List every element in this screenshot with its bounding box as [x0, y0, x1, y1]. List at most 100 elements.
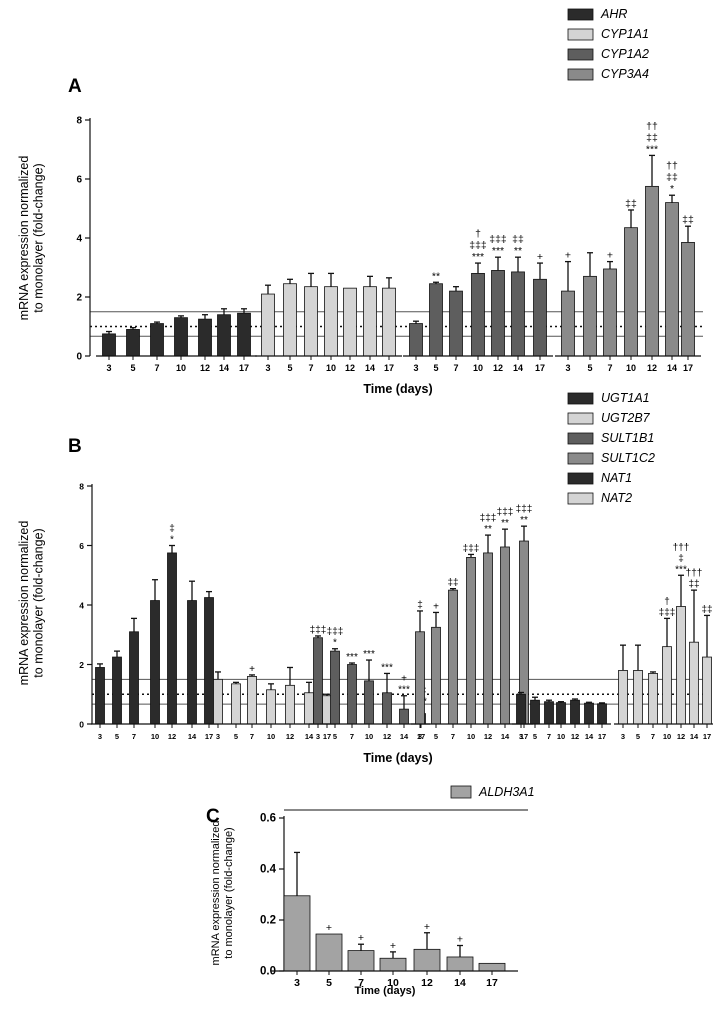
- significance-annotation: †††: [686, 568, 703, 579]
- significance-annotation: ‡‡‡: [516, 504, 533, 515]
- panel-A: A 0 2 4 6 8 mRNA expression normalizedto monol…: [17, 7, 703, 396]
- bar-UGT1A1-5: [112, 656, 122, 725]
- legend-B: UGT1A1 UGT2B7 SULT1B1 SULT1C2 NAT1 NAT2: [567, 391, 655, 505]
- significance-annotation: **: [484, 524, 492, 535]
- bar-NAT1-17: [597, 703, 607, 725]
- significance-annotation: ‡‡‡: [327, 627, 344, 638]
- legend-C: ALDH3A1: [450, 785, 535, 799]
- bar-NAT2-7: [648, 673, 658, 725]
- panel-letter-A: A: [68, 76, 82, 97]
- legend-swatch-ALDH3A1: [450, 785, 472, 799]
- bar-UGT1A1-12: [167, 552, 177, 725]
- y-axis-label-line: to monolayer (fold-change): [223, 827, 235, 958]
- bar-CYP1A1-12: [343, 287, 357, 357]
- x-tick-label: 14: [188, 732, 197, 741]
- x-tick-label: 14: [513, 363, 523, 373]
- x-tick-label: 12: [647, 363, 657, 373]
- significance-annotation: †††: [673, 542, 690, 553]
- x-tick-label: 7: [250, 732, 254, 741]
- y-tick-label: 4: [79, 601, 84, 611]
- panel-letter-C: C: [206, 806, 220, 827]
- bar-UGT2B7-5: [231, 683, 241, 725]
- x-tick-label: 14: [365, 363, 375, 373]
- bar-CYP1A1-10: [324, 286, 338, 357]
- x-tick-label: 3: [106, 363, 111, 373]
- y-tick-label: 0.0: [260, 966, 276, 978]
- legend-A: AHR CYP1A1 CYP1A2 CYP3A4: [567, 7, 649, 81]
- x-tick-label: 7: [350, 732, 354, 741]
- significance-annotation: ††: [666, 160, 678, 172]
- bar-NAT1-5: [530, 699, 540, 725]
- panel-B: B 0 2 4 6 8 mRNA expression normalizedto monol…: [17, 391, 713, 765]
- bar-ALDH3A1-5: [315, 933, 343, 972]
- x-tick-label: 3: [216, 732, 220, 741]
- panel-C: C 0.0 0.2 0.4 0.6 mRNA expression normalizedt…: [206, 785, 535, 997]
- legend-label-SULT1B1: SULT1B1: [601, 431, 654, 445]
- x-tick-label: 5: [434, 732, 438, 741]
- significance-annotation: +: [249, 664, 255, 675]
- significance-annotation: +: [457, 934, 463, 946]
- significance-annotation: ‡‡: [666, 172, 678, 184]
- significance-annotation: ‡‡‡: [310, 625, 327, 636]
- bar-CYP3A4-5: [583, 275, 597, 357]
- x-tick-label: 14: [667, 363, 677, 373]
- y-tick-label: 2: [79, 660, 84, 670]
- significance-annotation: †: [664, 596, 670, 607]
- bar-AHR-7: [150, 323, 164, 357]
- bar-NAT2-10: [662, 646, 672, 725]
- bar-NAT1-10: [556, 702, 566, 725]
- bar-ALDH3A1-14: [446, 956, 474, 972]
- bar-CYP1A1-3: [261, 293, 275, 357]
- significance-annotation: +: [401, 674, 407, 685]
- x-tick-label: 5: [636, 732, 640, 741]
- significance-annotation: ***: [363, 649, 375, 660]
- x-tick-label: 7: [547, 732, 551, 741]
- significance-annotation: ‡‡‡: [659, 607, 676, 618]
- x-tick-label: 3: [621, 732, 625, 741]
- x-tick-label: 12: [200, 363, 210, 373]
- x-tick-label: 12: [571, 732, 579, 741]
- x-tick-label: 17: [683, 363, 693, 373]
- y-tick-label: 4: [76, 234, 82, 245]
- x-tick-label: 7: [154, 363, 159, 373]
- x-tick-label: 3: [413, 363, 418, 373]
- bar-NAT2-5: [633, 670, 643, 725]
- significance-annotation: ‡: [169, 524, 175, 535]
- bar-ALDH3A1-3: [283, 895, 311, 972]
- x-tick-label: 10: [267, 732, 275, 741]
- x-tick-label: 3: [565, 363, 570, 373]
- x-tick-label: 10: [365, 732, 373, 741]
- significance-annotation: ‡‡‡: [463, 543, 480, 554]
- x-tick-label: 17: [417, 732, 425, 741]
- x-tick-label: 17: [520, 732, 528, 741]
- bar-UGT1A1-14: [187, 600, 197, 725]
- significance-annotation: **: [520, 515, 528, 526]
- bar-CYP1A2-17: [533, 278, 547, 357]
- x-tick-label: 10: [176, 363, 186, 373]
- significance-annotation: **: [514, 245, 522, 257]
- significance-annotation: +: [390, 940, 396, 952]
- bar-UGT2B7-3: [213, 678, 223, 725]
- legend-label-AHR: AHR: [600, 7, 627, 21]
- bar-SULT1C2-7: [448, 589, 458, 725]
- x-axis-title: Time (days): [363, 382, 432, 396]
- significance-annotation: ††: [646, 120, 658, 132]
- x-tick-label: 5: [130, 363, 135, 373]
- legend-swatch-SULT1C2: [567, 452, 594, 465]
- x-tick-label: 5: [333, 732, 337, 741]
- significance-annotation: ‡‡: [447, 578, 458, 589]
- x-tick-label: 3: [316, 732, 320, 741]
- bar-CYP1A2-5: [429, 283, 443, 357]
- significance-annotation: ‡‡: [688, 579, 699, 590]
- x-tick-label: 3: [294, 977, 300, 989]
- bar-CYP3A4-10: [624, 227, 638, 357]
- x-tick-label: 10: [626, 363, 636, 373]
- x-tick-label: 14: [400, 732, 409, 741]
- y-tick-label: 0.2: [260, 915, 276, 927]
- bar-UGT1A1-17: [204, 597, 214, 725]
- legend-swatch-NAT2: [567, 492, 594, 505]
- x-tick-label: 7: [132, 732, 136, 741]
- significance-annotation: ‡‡: [646, 132, 658, 144]
- bar-CYP1A2-14: [511, 271, 525, 357]
- x-tick-label: 14: [454, 977, 466, 989]
